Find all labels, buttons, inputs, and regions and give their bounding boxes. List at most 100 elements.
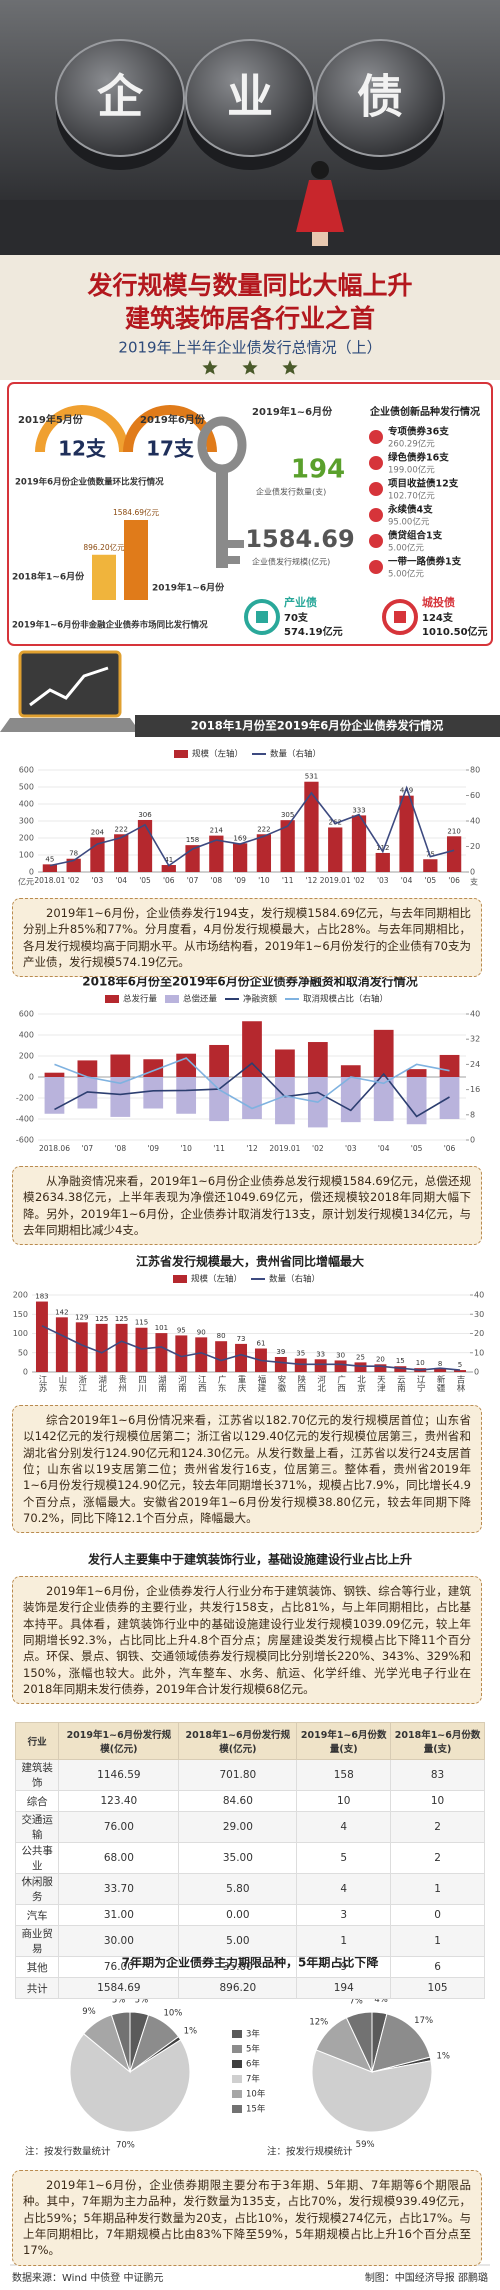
y2-tick-label: 40 [470,817,480,826]
data-label: 73 [237,1335,246,1343]
chart-title: 2018年1月份至2019年6月份企业债券发行情况 [191,719,444,733]
innovation-amount: 5.00亿元 [388,543,424,554]
amount-label: 企业债发行规模(亿元) [252,557,330,567]
table-cell: 35.00 [178,1956,298,1978]
legend-swatch [174,750,188,758]
data-label: 112 [376,844,389,852]
legend-label: 10年 [246,2089,266,2100]
x-tick-label: 陕西 [296,1374,306,1393]
bar [351,815,367,872]
paragraph: 2019年1~6月份，企业债券发行人行业分布于建筑装饰、钢铁、综合等行业，建筑装… [12,1576,482,1705]
innovation-amount: 5.00亿元 [388,569,424,580]
legend-label: 规模（左轴） [191,1274,242,1285]
slice-label: 7% [349,1996,363,2006]
x-tick-label: '05 [139,876,151,885]
data-label: 115 [135,1319,148,1327]
innovation-amount: 260.29亿元 [388,439,435,450]
bar [340,1065,361,1077]
bar [55,1317,68,1372]
x-tick-label: 新疆 [435,1374,445,1393]
laptop-screen [18,650,122,718]
x-tick-label: 重庆 [236,1374,246,1393]
x-tick-label: 2018.01 [34,876,65,885]
series-line [54,1057,450,1110]
x-tick-label: 湖南 [156,1375,166,1392]
legend-label: 净融资额 [243,994,278,1005]
bar [434,1368,447,1372]
innovation-name: 一带一路债券1支 [388,556,462,568]
y2-tick-label: 32 [470,1035,480,1044]
table-cell: 0 [390,1904,485,1926]
table-cell: 汽车 [14,1904,60,1926]
innovation-title: 企业债创新品种发行情况 [369,405,480,418]
data-label: 39 [276,1348,285,1356]
y-tick-label: 400 [19,1031,34,1040]
pie-slice [311,2049,433,2133]
table-cell: 84.60 [178,1790,298,1812]
innovation-name: 绿色债券16支 [388,452,449,464]
bar [374,1364,387,1372]
y2-tick-label: 0 [474,1368,479,1377]
coin-text: 债 [357,70,403,124]
data-label: 222 [115,825,128,833]
table-cell: 3 [296,1904,392,1926]
x-tick-label: 浙江 [77,1374,87,1393]
bar [454,1370,467,1372]
table-cell: 10 [296,1790,392,1812]
bar [307,1042,328,1077]
key-tooth [228,556,240,564]
bar [175,1335,188,1372]
table-cell: 1146.59 [58,1759,180,1791]
x-tick-label: '06 [163,876,175,885]
bar [242,1021,262,1077]
data-label: 8 [438,1360,442,1368]
bar [235,1343,248,1372]
bar [35,1301,48,1372]
data-label: 75 [426,850,435,858]
bar [161,865,176,872]
bar [340,1077,361,1123]
innovation-name: 专项债券36支 [388,426,449,438]
section-title: 发行人主要集中于建筑装饰行业，基础设施建设行业占比上升 [87,1552,412,1567]
bar [75,1322,88,1372]
x-tick-label: 天津 [375,1375,385,1393]
coin-text: 企 [97,70,144,124]
table-row: 其他 76.00 35.00 9 6 [14,1956,485,1978]
compare-label: 2018年1~6月份 [12,571,85,583]
laptop-base [0,718,140,732]
chart-title-bar [135,715,500,737]
x-tick-label: '12 [306,876,318,885]
x-tick-label: 辽宁 [415,1375,425,1392]
table-cell: 76.00 [58,1956,180,1978]
bar [155,1333,168,1372]
table-cell: 1584.69 [58,1977,180,1999]
pie-slice [345,2011,373,2073]
x-tick-label: '09 [147,1144,159,1153]
bar [209,835,224,872]
innovation-icon [369,560,383,574]
data-label: 5 [458,1361,462,1369]
x-tick-label: '04 [378,1144,390,1153]
bar [242,1077,262,1119]
slice-label: 59% [356,2140,375,2150]
table-header-cell: 2019年1~6月份发行规模(亿元) [58,1722,180,1760]
x-tick-label: '04 [401,876,413,885]
innovation-icon [369,430,383,444]
series-line [49,785,455,867]
y-tick-label: 0 [29,868,34,877]
type-icon-inner [394,611,406,623]
table-cell: 194 [296,1977,392,1999]
table-row: 建筑装饰 1146.59 701.80 158 83 [14,1759,485,1791]
legend-label: 6年 [246,2059,260,2070]
innovation-name: 永续债4支 [387,504,433,516]
table-cell: 35.00 [178,1842,298,1874]
y-tick-label: 200 [13,1291,28,1300]
y2-tick-label: 10 [474,1348,484,1357]
bar [114,834,129,872]
slice-label: 12% [309,2018,328,2028]
innovation-icon [369,508,383,522]
legend-swatch [232,2030,242,2038]
table-cell: 105 [390,1977,485,1999]
bar [256,834,272,872]
